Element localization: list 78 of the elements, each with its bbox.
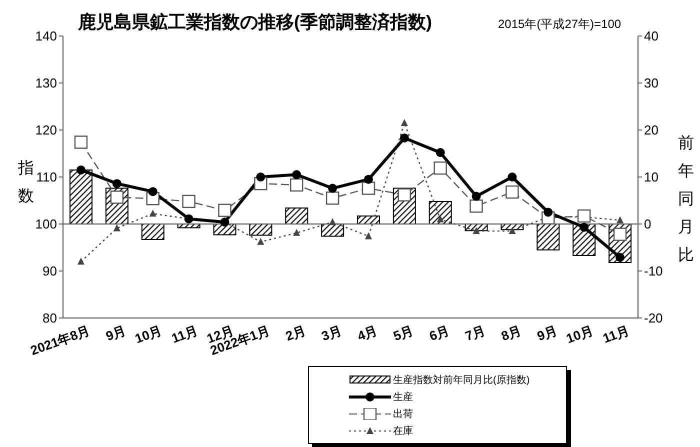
point [472, 227, 480, 234]
point [257, 238, 264, 245]
legend-label: 生産 [393, 390, 413, 404]
y2-tick-label: 10 [644, 170, 658, 185]
point [112, 179, 122, 188]
x-tick-label: 11月 [600, 322, 632, 346]
point [256, 172, 266, 182]
point [292, 170, 302, 180]
point [148, 187, 158, 196]
point [362, 182, 376, 195]
x-tick-label: 7月 [463, 322, 488, 344]
x-tick-label: 6月 [427, 322, 452, 344]
point [364, 232, 372, 240]
y2-tick-label: 0 [644, 216, 652, 232]
legend-label: 在庫 [393, 424, 413, 438]
y2-tick-label: 30 [644, 76, 658, 91]
y2-axis-title: 前年同月比 [678, 134, 694, 264]
point [328, 184, 338, 193]
x-tick-label: 4月 [355, 322, 380, 344]
y-tick-label: 100 [35, 216, 57, 232]
point [508, 172, 517, 182]
x-tick-label: 8月 [499, 322, 524, 344]
x-tick-label: 10月 [132, 322, 164, 346]
point [113, 224, 120, 232]
x-tick-label: 11月 [170, 322, 200, 346]
point [508, 227, 516, 234]
bar [249, 224, 272, 236]
point [434, 161, 447, 175]
point [218, 204, 232, 217]
y-tick-label: 90 [42, 264, 57, 279]
bar [285, 208, 308, 224]
point [613, 228, 627, 241]
point [364, 174, 373, 184]
x-tick-label: 5月 [391, 322, 416, 344]
y2-tick-label: -10 [644, 264, 663, 279]
y2-tick-label: 40 [644, 28, 658, 44]
point [400, 118, 408, 126]
point [436, 148, 445, 158]
x-tick-label: 9月 [104, 322, 128, 344]
point [616, 252, 625, 262]
chart-subtitle: 2015年(平成27年)=100 [498, 16, 622, 33]
point [110, 190, 124, 204]
point [577, 209, 591, 223]
point [326, 192, 340, 205]
point [329, 218, 336, 226]
y-tick-label: 140 [35, 28, 57, 44]
bar [428, 200, 452, 224]
y2-tick-label: 20 [644, 122, 658, 138]
bar [536, 224, 560, 250]
y-tick-label: 110 [36, 170, 57, 185]
chart-title: 鹿児島県鉱工業指数の推移(季節調整済指数) [78, 11, 432, 34]
point [182, 194, 196, 208]
point [472, 192, 481, 201]
y2-tick-label: -20 [644, 310, 663, 326]
point [77, 258, 84, 265]
point [616, 216, 624, 224]
x-tick-label: 9月 [535, 322, 560, 344]
point [506, 185, 519, 199]
point [470, 200, 483, 213]
point [398, 188, 412, 202]
x-tick-label: 10月 [564, 322, 596, 346]
x-tick-label: 2月 [283, 322, 308, 344]
point [76, 165, 86, 174]
legend-label: 生産指数対前年同月比(原指数) [393, 374, 530, 386]
point [400, 133, 409, 142]
point [74, 136, 88, 149]
point [436, 215, 444, 222]
point [544, 208, 553, 217]
y-tick-label: 120 [35, 122, 57, 138]
y-axis-title: 指数 [17, 159, 34, 205]
bar [141, 224, 164, 240]
point [149, 210, 156, 217]
legend-label: 出荷 [393, 408, 413, 420]
point [580, 222, 589, 232]
point [293, 228, 300, 236]
x-tick-label: 3月 [319, 322, 344, 344]
y-tick-label: 130 [35, 76, 57, 91]
point [290, 178, 304, 192]
